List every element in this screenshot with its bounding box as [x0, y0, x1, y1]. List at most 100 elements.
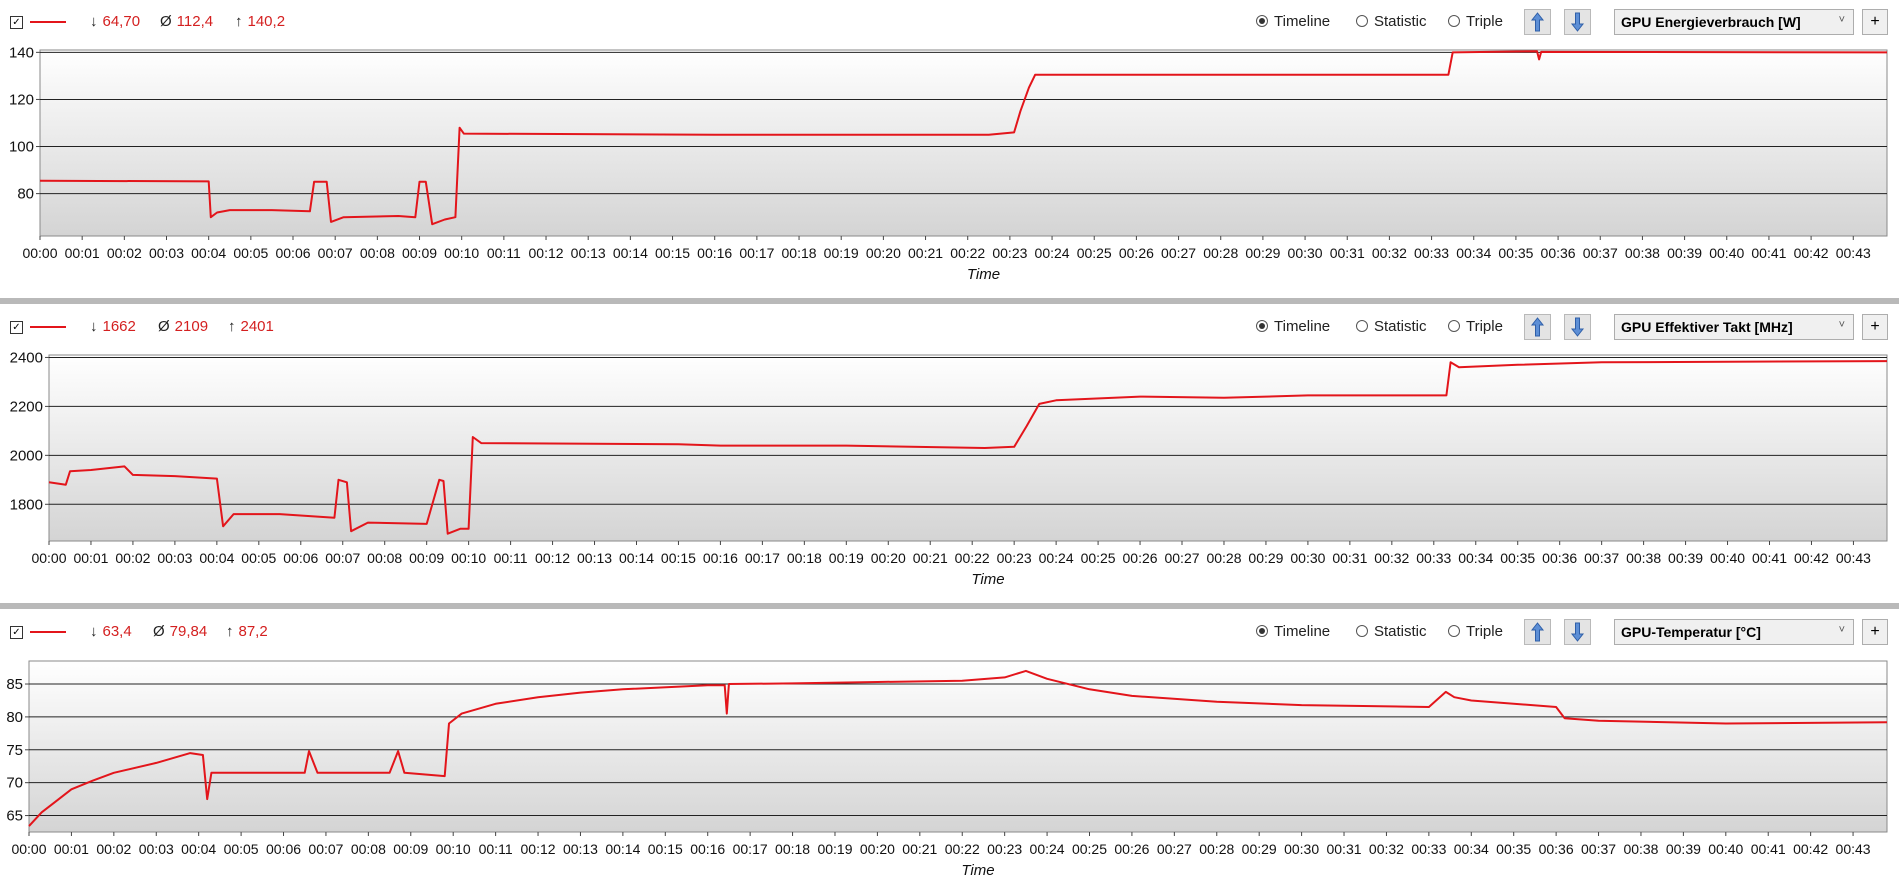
sensor-select[interactable]: GPU-Temperatur [°C] ˅ — [1614, 619, 1854, 645]
x-tick-label: 00:08 — [351, 841, 386, 857]
x-tick-label: 00:28 — [1199, 841, 1234, 857]
x-tick-label: 00:17 — [739, 245, 774, 261]
x-tick-label: 00:30 — [1290, 550, 1325, 566]
x-tick-label: 00:39 — [1666, 841, 1701, 857]
x-tick-label: 00:06 — [283, 550, 318, 566]
chevron-down-icon: ˅ — [1838, 319, 1845, 331]
x-tick-label: 00:07 — [308, 841, 343, 857]
plot-area — [39, 49, 1888, 237]
x-tick-label: 00:26 — [1114, 841, 1149, 857]
radio-triple[interactable]: Triple — [1448, 318, 1503, 335]
add-button[interactable]: + — [1862, 314, 1888, 340]
x-tick-label: 00:15 — [648, 841, 683, 857]
avg-value: Ø 79,84 — [153, 623, 208, 640]
x-tick-label: 00:23 — [987, 841, 1022, 857]
x-tick-label: 00:43 — [1836, 841, 1871, 857]
arrow-down-icon[interactable] — [1564, 619, 1591, 645]
x-tick-label: 00:32 — [1374, 550, 1409, 566]
x-tick-label: 00:19 — [829, 550, 864, 566]
x-tick-label: 00:20 — [871, 550, 906, 566]
avg-value: Ø 112,4 — [160, 13, 214, 30]
x-tick-label: 00:32 — [1369, 841, 1404, 857]
x-tick-label: 00:07 — [325, 550, 360, 566]
x-tick-label: 00:15 — [655, 245, 690, 261]
radio-statistic[interactable]: Statistic — [1356, 623, 1427, 640]
x-tick-label: 00:09 — [409, 550, 444, 566]
x-tick-label: 00:34 — [1454, 841, 1489, 857]
min-value: ↓ 1662 — [90, 318, 136, 335]
x-tick-label: 00:21 — [913, 550, 948, 566]
x-tick-label: 00:02 — [115, 550, 150, 566]
x-tick-label: 00:09 — [393, 841, 428, 857]
x-tick-label: 00:19 — [824, 245, 859, 261]
radio-statistic[interactable]: Statistic — [1356, 318, 1427, 335]
chart-plot: 65 70 75 80 85 00:00 00:01 00:02 00:03 00:04 00:05… — [6, 660, 1888, 879]
x-tick-label: 00:35 — [1496, 841, 1531, 857]
x-tick-label: 00:34 — [1458, 550, 1493, 566]
add-button[interactable]: + — [1862, 619, 1888, 645]
x-tick-label: 00:31 — [1326, 841, 1361, 857]
radio-timeline[interactable]: Timeline — [1256, 13, 1330, 30]
max-value: ↑ 2401 — [228, 318, 274, 335]
series-color-swatch — [30, 631, 66, 633]
y-tick-label: 70 — [6, 775, 23, 792]
x-tick-label: 00:18 — [787, 550, 822, 566]
y-tick-label: 65 — [6, 808, 23, 825]
radio-timeline[interactable]: Timeline — [1256, 318, 1330, 335]
x-tick-label: 00:25 — [1077, 245, 1112, 261]
series-line — [28, 669, 1888, 827]
x-tick-label: 00:25 — [1072, 841, 1107, 857]
x-tick-label: 00:00 — [11, 841, 46, 857]
x-axis-label: Time — [961, 862, 994, 879]
x-tick-label: 00:21 — [908, 245, 943, 261]
radio-triple[interactable]: Triple — [1448, 623, 1503, 640]
x-tick-label: 00:39 — [1668, 550, 1703, 566]
x-tick-label: 00:01 — [73, 550, 108, 566]
chart-panel-temperature: ✓ ↓ 63,4 Ø 79,84 ↑ 87,2 Timeline Statistic … — [0, 610, 1899, 888]
checkbox-icon[interactable]: ✓ — [10, 16, 23, 29]
x-tick-label: 00:08 — [360, 245, 395, 261]
checkbox-icon[interactable]: ✓ — [10, 626, 23, 639]
x-tick-label: 00:36 — [1542, 550, 1577, 566]
radio-timeline[interactable]: Timeline — [1256, 623, 1330, 640]
arrow-down-icon[interactable] — [1564, 9, 1591, 35]
x-tick-label: 00:14 — [613, 245, 648, 261]
x-tick-label: 00:06 — [275, 245, 310, 261]
avg-value: Ø 2109 — [158, 318, 209, 335]
x-tick-label: 00:27 — [1164, 550, 1199, 566]
radio-triple[interactable]: Triple — [1448, 13, 1503, 30]
series-line — [39, 50, 1888, 226]
y-tick-label: 2000 — [10, 447, 43, 464]
arrow-up-icon[interactable] — [1524, 314, 1551, 340]
x-tick-label: 00:13 — [571, 245, 606, 261]
arrow-up-icon[interactable] — [1524, 9, 1551, 35]
radio-statistic[interactable]: Statistic — [1356, 13, 1427, 30]
x-tick-label: 00:41 — [1751, 245, 1786, 261]
chevron-down-icon: ˅ — [1838, 624, 1845, 636]
y-tick-label: 2200 — [10, 398, 43, 415]
add-button[interactable]: + — [1862, 9, 1888, 35]
x-tick-label: 00:03 — [139, 841, 174, 857]
x-tick-label: 00:18 — [775, 841, 810, 857]
x-tick-label: 00:16 — [703, 550, 738, 566]
panel-divider — [0, 603, 1899, 609]
x-tick-label: 00:05 — [224, 841, 259, 857]
x-tick-label: 00:14 — [605, 841, 640, 857]
x-tick-label: 00:40 — [1708, 841, 1743, 857]
x-tick-label: 00:22 — [945, 841, 980, 857]
checkbox-icon[interactable]: ✓ — [10, 321, 23, 334]
max-value: ↑ 87,2 — [226, 623, 268, 640]
series-color-swatch — [30, 326, 66, 328]
sensor-select[interactable]: GPU Energieverbrauch [W] ˅ — [1614, 9, 1854, 35]
x-tick-label: 00:04 — [191, 245, 226, 261]
min-value: ↓ 64,70 — [90, 13, 141, 30]
arrow-up-icon[interactable] — [1524, 619, 1551, 645]
x-tick-label: 00:01 — [65, 245, 100, 261]
x-tick-label: 00:41 — [1752, 550, 1787, 566]
x-tick-label: 00:11 — [494, 550, 528, 566]
sensor-select[interactable]: GPU Effektiver Takt [MHz] ˅ — [1614, 314, 1854, 340]
x-tick-label: 00:02 — [96, 841, 131, 857]
x-tick-label: 00:27 — [1157, 841, 1192, 857]
arrow-down-icon[interactable] — [1564, 314, 1591, 340]
x-tick-label: 00:42 — [1794, 550, 1829, 566]
